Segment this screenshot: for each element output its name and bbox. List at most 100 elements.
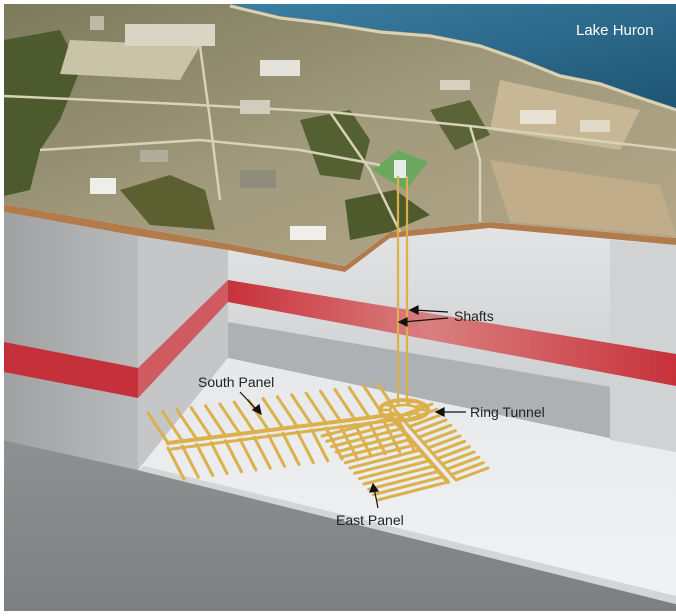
- forest-lower: [345, 190, 430, 240]
- south-panel-room-north: [204, 404, 227, 438]
- east-panel-room-east: [421, 429, 457, 445]
- plant-building-9: [140, 150, 168, 162]
- road-to-shaft: [328, 111, 402, 233]
- east-panel-room-west: [371, 475, 445, 497]
- arrow-east-panel: [369, 482, 380, 509]
- pit-back-lower-band: [228, 322, 676, 452]
- south-panel-room-south: [238, 437, 258, 472]
- ring-tunnel-spoke: [407, 399, 413, 407]
- lake-water: [230, 4, 676, 108]
- road-network: [3, 45, 676, 233]
- east-panel-room-east: [417, 423, 453, 439]
- south-panel-room-south: [267, 433, 287, 468]
- east-panel-room-east: [440, 450, 476, 466]
- shafts: [396, 176, 409, 404]
- south-panel-room-south: [209, 441, 229, 476]
- plant-building-11: [440, 80, 470, 90]
- south-panel-room-north: [218, 402, 242, 436]
- right-rock-face: [610, 240, 676, 452]
- plant-building-1: [125, 24, 215, 46]
- arrow-south-panel: [239, 391, 262, 416]
- arrow-shafts-1: [408, 305, 449, 315]
- east-panel-room-east: [431, 439, 467, 455]
- left-rock-face: [4, 212, 138, 470]
- red-layer-back: [228, 280, 676, 386]
- red-layer-pit-left: [138, 280, 228, 398]
- south-panel-room-north: [189, 406, 213, 440]
- south-panel-room-south: [166, 446, 186, 481]
- rock-block: [4, 212, 676, 611]
- south-panel-room-north: [175, 407, 199, 441]
- plant-building-3: [260, 60, 300, 76]
- leader-arrows: [239, 305, 466, 509]
- plant-building-5: [90, 178, 116, 194]
- red-layer-left: [4, 342, 138, 398]
- east-panel-room-east: [426, 434, 462, 450]
- south-panel-room-south: [224, 439, 243, 474]
- plant-building-4: [240, 100, 270, 114]
- front-rock-face: [4, 440, 676, 611]
- forest-center-left: [120, 175, 215, 230]
- east-panel-room-west: [343, 443, 417, 465]
- south-panel-room-north: [146, 411, 170, 445]
- pit-left-wall: [138, 236, 228, 470]
- forest-center: [300, 110, 370, 180]
- east-panel-room-west: [357, 459, 431, 481]
- plant-building-10: [240, 170, 276, 188]
- south-panel-room-north: [304, 391, 328, 425]
- east-panel-room-east: [454, 466, 490, 482]
- east-panel-room-west: [339, 437, 413, 459]
- plant-building-7: [520, 110, 556, 124]
- field-north: [60, 40, 200, 80]
- headframe-building: [394, 160, 406, 178]
- south-panel-room-south: [252, 435, 272, 470]
- east-panel-room-west: [334, 432, 408, 454]
- east-panel-room-west: [329, 427, 403, 449]
- south-panel-room-north: [333, 387, 357, 421]
- east-panel-room-east: [445, 455, 481, 471]
- ring-tunnel-spoke: [414, 402, 425, 409]
- south-panel-room-north: [347, 386, 371, 420]
- road-north-south: [198, 45, 222, 201]
- lake-label: Lake Huron: [576, 22, 654, 39]
- panel-connector: [396, 412, 406, 422]
- repository-tunnels: [146, 382, 490, 502]
- ring-tunnel-spoke: [395, 399, 401, 407]
- south-panel-room-north: [261, 397, 285, 430]
- shoreline: [229, 4, 676, 112]
- south-panel-room-north: [290, 393, 314, 427]
- plant-building-8: [580, 120, 610, 132]
- east-panel-room-east: [403, 407, 439, 423]
- east-panel-room-east: [449, 461, 485, 477]
- east-panel-room-west: [353, 453, 427, 475]
- south-panel-room-south: [367, 421, 387, 456]
- east-panel-room-west: [367, 469, 441, 491]
- east-panel-label: East Panel: [336, 512, 404, 528]
- arrow-shafts-2: [397, 317, 449, 327]
- pit-floor-edge: [138, 466, 676, 604]
- south-panel-room-north: [160, 409, 184, 443]
- red-stratum: [4, 280, 676, 398]
- east-panel-room-west: [348, 448, 422, 470]
- east-panel-room-east: [435, 445, 471, 461]
- plant-building-2: [90, 16, 104, 30]
- plant-building-6: [290, 226, 326, 240]
- plant-buildings: [90, 16, 610, 240]
- south-panel-room-north: [232, 400, 256, 434]
- south-panel-room-south: [281, 432, 301, 466]
- south-panel-room-south: [180, 444, 200, 479]
- shafts-label: Shafts: [454, 308, 494, 324]
- east-panel-room-west: [376, 480, 450, 502]
- east-panel-room-west: [325, 421, 399, 443]
- south-panel-room-north: [376, 382, 400, 416]
- east-panel-room-west: [362, 464, 436, 486]
- east-panel-room-east: [398, 402, 434, 418]
- south-panel-room-north: [319, 389, 342, 423]
- ring-tunnel-label: Ring Tunnel: [470, 404, 545, 420]
- south-panel-room-north: [275, 395, 299, 429]
- field-southeast: [490, 160, 676, 236]
- road-secondary: [39, 138, 381, 167]
- south-panel-room-north: [362, 384, 386, 418]
- south-panel-room-south: [310, 428, 330, 463]
